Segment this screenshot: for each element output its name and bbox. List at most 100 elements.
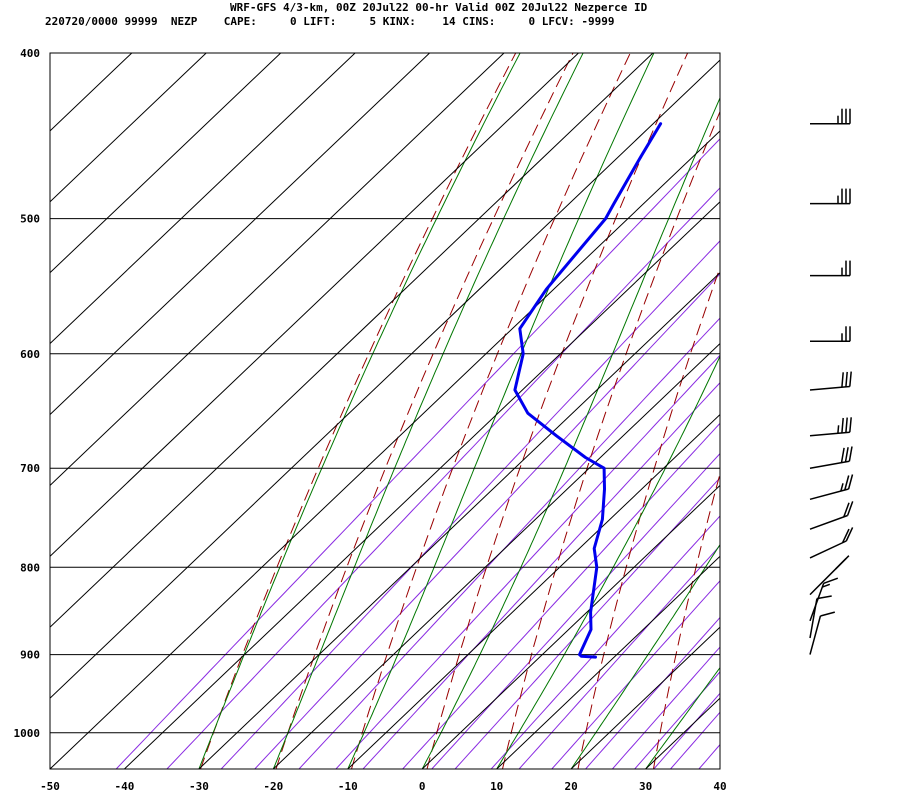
- dry-adiabat-line: [729, 53, 900, 769]
- isotherm-line: [50, 53, 579, 558]
- wind-barb-flag: [834, 557, 847, 570]
- pressure-axis-labels: 400 500 600 700 800 900 1000: [14, 47, 41, 740]
- wind-barb: [810, 108, 851, 125]
- dry-adiabat-line: [653, 472, 720, 769]
- moist-adiabat-line: [347, 53, 655, 769]
- dry-adiabat-line: [426, 53, 689, 769]
- moist-adiabat-line: [645, 666, 720, 769]
- isotherm-line: [198, 272, 720, 769]
- isotherm-line: [347, 413, 720, 769]
- isohume-line: [518, 544, 720, 769]
- wind-barbs: [809, 108, 854, 655]
- moist-adiabat-line: [570, 543, 720, 769]
- wind-barb-half-flag: [840, 483, 844, 492]
- isohume-line: [115, 138, 720, 769]
- wind-barb-staff: [809, 514, 848, 530]
- moist-adiabat-line: [421, 96, 720, 769]
- isotherm-line: [50, 53, 207, 203]
- wind-barb: [809, 446, 853, 469]
- isohume-line: [166, 187, 720, 769]
- pressure-tick-label: 700: [20, 462, 40, 475]
- temperature-tick-label: -10: [338, 780, 358, 793]
- wind-barb-flag: [843, 502, 850, 518]
- isohume-line: [454, 477, 720, 769]
- wind-barb-flag: [849, 371, 852, 387]
- wind-barb: [809, 501, 854, 530]
- isotherm-line: [50, 59, 720, 699]
- pressure-tick-label: 800: [20, 561, 40, 574]
- wind-barb-flag: [847, 474, 854, 490]
- isotherm-line: [50, 53, 356, 345]
- chart-title: WRF-GFS 4/3-km, 00Z 20Jul22 00-hr Valid …: [230, 1, 648, 14]
- wind-barb-staff: [809, 488, 849, 501]
- wind-barb-staff: [809, 431, 850, 437]
- wind-barb-flag: [845, 527, 854, 542]
- wind-barb-flag: [848, 446, 853, 462]
- isotherm-line: [719, 768, 720, 769]
- isohume-line: [612, 646, 720, 769]
- chart-header: WRF-GFS 4/3-km, 00Z 20Jul22 00-hr Valid …: [0, 0, 900, 30]
- wind-barb-flag: [816, 595, 832, 600]
- temperature-tick-label: -20: [263, 780, 283, 793]
- isohume-line: [634, 671, 720, 769]
- dry-adiabat-line: [577, 266, 720, 769]
- isohume-line: [551, 580, 720, 769]
- isohume-line: [653, 692, 720, 769]
- wind-barb-staff: [809, 565, 839, 596]
- wind-barb-staff: [809, 385, 850, 391]
- moist-adiabat-line: [496, 355, 720, 769]
- isohume-line: [490, 515, 720, 769]
- pressure-tick-label: 500: [20, 213, 40, 226]
- wind-barb-flag: [841, 528, 850, 544]
- wind-barb: [809, 371, 852, 391]
- wind-barb-flag: [841, 417, 844, 433]
- isohume-line: [402, 422, 720, 769]
- isotherm-line: [272, 342, 720, 769]
- temperature-tick-label: -30: [189, 780, 209, 793]
- temperature-trace: [724, 124, 884, 657]
- isotherm-line: [124, 201, 720, 769]
- wind-barb: [809, 474, 854, 501]
- wind-barb: [809, 555, 850, 596]
- wind-barb: [810, 326, 851, 343]
- isotherm-line: [570, 626, 720, 769]
- isohume-line: [335, 354, 720, 769]
- dry-adiabat-line: [502, 110, 720, 769]
- wind-barb-flag: [840, 447, 845, 463]
- wind-barb-staff: [809, 460, 850, 469]
- isohume-line: [362, 381, 720, 769]
- wind-barb: [810, 188, 851, 205]
- isotherm-line: [50, 53, 430, 416]
- isohume-line: [298, 317, 720, 769]
- isohume-line: [585, 616, 720, 769]
- wind-barb: [809, 611, 835, 655]
- wind-barb-staff: [809, 615, 822, 655]
- isohume-line: [722, 53, 900, 769]
- wind-barb: [810, 260, 851, 277]
- dry-adiabat-line: [880, 53, 900, 769]
- wind-barb-flag: [823, 577, 839, 585]
- wind-barb-flag: [849, 417, 852, 433]
- moist-adiabat-line: [272, 53, 584, 769]
- moist-adiabat-line: [198, 53, 521, 769]
- wind-barb: [809, 595, 832, 639]
- isotherm-line: [50, 53, 654, 628]
- plot-frame: [49, 52, 721, 770]
- dry-adiabat-line: [804, 53, 900, 769]
- isotherm-line: [496, 555, 720, 769]
- pressure-tick-label: 400: [20, 47, 40, 60]
- wind-barb-half-flag: [822, 583, 831, 588]
- dry-adiabat-line: [200, 53, 517, 769]
- pressure-tick-label: 900: [20, 649, 40, 662]
- temperature-tick-label: -50: [40, 780, 60, 793]
- temperature-tick-label: 40: [713, 780, 726, 793]
- wind-barb-half-flag: [837, 425, 840, 434]
- wind-barb-flag: [845, 371, 848, 387]
- pressure-tick-label: 600: [20, 348, 40, 361]
- wind-barb-flag: [844, 475, 850, 491]
- grid: [50, 52, 720, 769]
- wind-barb-flag: [846, 501, 854, 516]
- isohume-line: [220, 240, 720, 769]
- wind-barb-staff: [809, 598, 818, 639]
